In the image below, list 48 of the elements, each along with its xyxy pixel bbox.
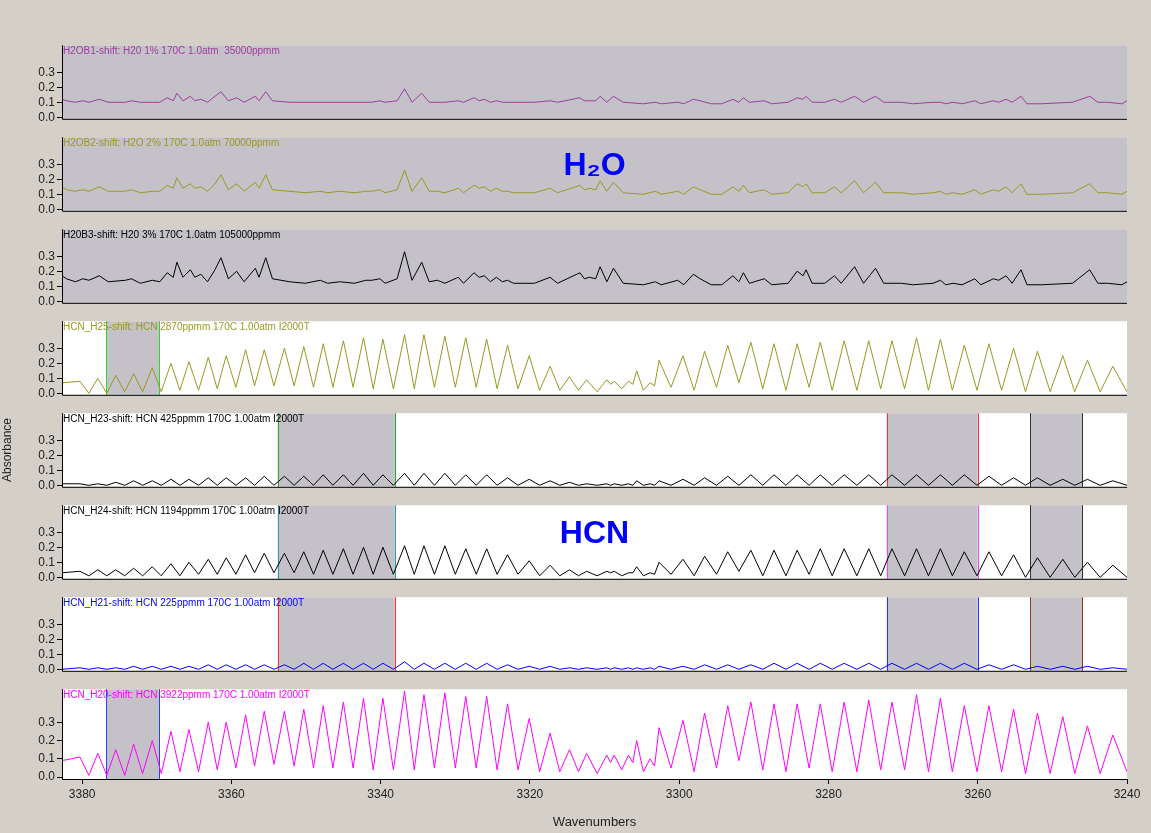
y-tick-label: 0.0 xyxy=(38,477,56,492)
x-tick-label: 3300 xyxy=(665,786,693,801)
y-tick-label: 0.3 xyxy=(38,524,56,539)
y-tick-label: 0.3 xyxy=(38,340,56,355)
y-tick-label: 0.2 xyxy=(38,263,56,278)
y-tick-label: 0.1 xyxy=(38,186,56,201)
y-tick-label: 0.0 xyxy=(38,109,56,124)
chart-title: H20B3-shift: H20 3% 170C 1.0atm 105000ppmm xyxy=(63,228,281,240)
y-tick-label: 0.1 xyxy=(38,370,56,385)
y-tick-label: 0.0 xyxy=(38,293,56,308)
y-tick-label: 0.2 xyxy=(38,447,56,462)
x-tick-label: 3260 xyxy=(964,786,992,801)
y-tick-label: 0.2 xyxy=(38,355,56,370)
y-tick-label: 0.3 xyxy=(38,248,56,263)
y-tick-label: 0.0 xyxy=(38,769,56,784)
y-tick-label: 0.0 xyxy=(38,201,56,216)
annotation: H₂O xyxy=(563,146,626,183)
y-tick-label: 0.1 xyxy=(38,462,56,477)
y-tick-label: 0.1 xyxy=(38,554,56,569)
y-tick-label: 0.0 xyxy=(38,385,56,400)
y-tick-label: 0.2 xyxy=(38,79,56,94)
y-tick-label: 0.1 xyxy=(38,646,56,661)
x-tick-label: 3380 xyxy=(68,786,96,801)
y-tick-label: 0.3 xyxy=(38,432,56,447)
y-tick-label: 0.3 xyxy=(38,156,56,171)
y-axis-title: Absorbance xyxy=(0,417,14,483)
chart-title: H2OB1-shift: H20 1% 170C 1.0atm 35000ppmm xyxy=(63,44,280,56)
y-tick-label: 0.1 xyxy=(38,751,56,766)
y-tick-label: 0.2 xyxy=(38,631,56,646)
y-tick-label: 0.0 xyxy=(38,569,56,584)
x-axis-title: Wavenumbers xyxy=(552,813,637,829)
y-tick-label: 0.1 xyxy=(38,94,56,109)
y-tick-label: 0.3 xyxy=(38,714,56,729)
x-tick-label: 3360 xyxy=(218,786,246,801)
x-tick-label: 3240 xyxy=(1113,786,1141,801)
annotation: HCN xyxy=(559,514,630,551)
chart-title: H2OB2-shift: H2O 2% 170C 1.0atm 70000ppmm xyxy=(63,136,280,148)
y-tick-label: 0.0 xyxy=(38,661,56,676)
x-tick-label: 3280 xyxy=(815,786,843,801)
y-tick-label: 0.2 xyxy=(38,171,56,186)
y-tick-label: 0.3 xyxy=(38,64,56,79)
y-tick-label: 0.2 xyxy=(38,732,56,747)
x-tick-label: 3340 xyxy=(367,786,395,801)
chart-title: HCN_H24-shift: HCN 1194ppmm 170C 1.00atm I2000T xyxy=(63,504,310,516)
x-tick-label: 3320 xyxy=(516,786,544,801)
y-tick-label: 0.1 xyxy=(38,278,56,293)
y-tick-label: 0.2 xyxy=(38,539,56,554)
y-tick-label: 0.3 xyxy=(38,616,56,631)
